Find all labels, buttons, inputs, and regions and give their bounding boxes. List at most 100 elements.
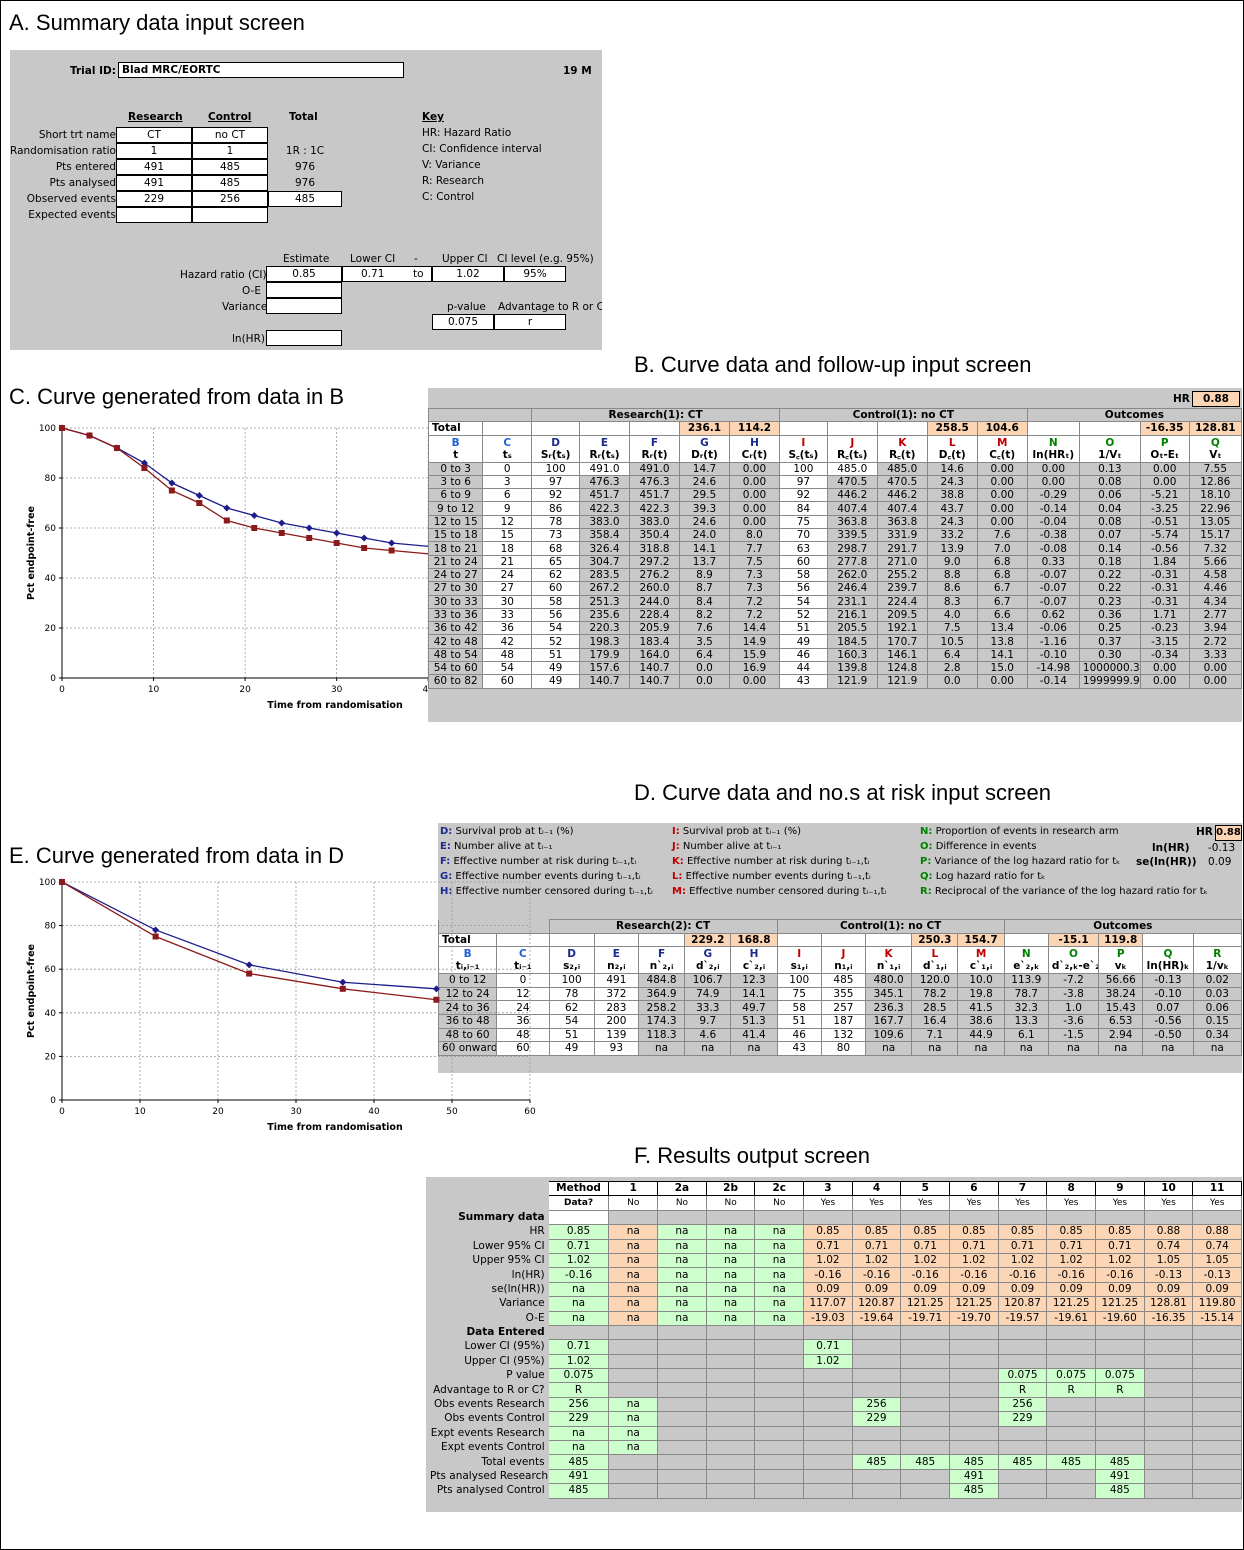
table-cell[interactable]: 283.5 <box>579 567 631 583</box>
table-cell[interactable]: 12 <box>482 514 533 530</box>
table-cell[interactable]: 157.6 <box>579 661 631 676</box>
table-cell[interactable]: 58 <box>776 1000 822 1015</box>
research-input[interactable] <box>116 207 192 223</box>
table-cell[interactable]: 355 <box>820 986 867 1002</box>
entered-input-cell[interactable]: 485 <box>547 1483 610 1499</box>
entered-input-cell[interactable]: 491 <box>547 1468 610 1485</box>
table-cell[interactable]: 43 <box>776 1041 822 1056</box>
table-cell[interactable]: 78 <box>531 514 581 530</box>
table-cell[interactable]: 54 <box>482 661 533 676</box>
table-cell[interactable]: 422.3 <box>579 501 631 516</box>
table-cell[interactable]: 485 <box>820 973 867 988</box>
table-cell[interactable]: 97 <box>531 474 581 490</box>
table-cell[interactable]: 491 <box>593 973 639 988</box>
entered-input-cell[interactable]: na <box>547 1440 610 1456</box>
control-input[interactable]: 485 <box>192 175 268 191</box>
entered-cell[interactable]: na <box>608 1396 659 1413</box>
table-cell[interactable]: 75 <box>776 986 822 1002</box>
entered-cell[interactable]: 485 <box>851 1454 902 1470</box>
table-cell[interactable]: 0 <box>482 461 533 476</box>
table-cell[interactable]: 62 <box>548 1000 595 1015</box>
table-cell[interactable]: 326.4 <box>579 541 631 556</box>
entered-input-cell[interactable]: 0.71 <box>547 1339 610 1355</box>
table-cell[interactable]: 54 <box>531 621 581 636</box>
table-cell[interactable]: 56 <box>778 581 828 596</box>
table-cell[interactable]: 33 <box>482 607 533 623</box>
table-cell[interactable]: 3 <box>482 474 533 490</box>
advantage-input[interactable]: r <box>494 314 566 330</box>
table-cell[interactable]: 6 <box>482 488 533 503</box>
table-cell[interactable]: 43 <box>778 674 828 689</box>
entered-cell[interactable]: R <box>1046 1382 1097 1398</box>
table-cell[interactable]: 30 <box>482 594 533 609</box>
table-cell[interactable]: 21 <box>482 554 533 569</box>
table-cell[interactable]: 383.0 <box>579 514 631 530</box>
entered-input-cell[interactable]: R <box>547 1382 610 1398</box>
table-cell[interactable]: 198.3 <box>579 634 631 649</box>
entered-input-cell[interactable]: 485 <box>547 1454 610 1470</box>
table-cell[interactable]: 51 <box>548 1027 595 1043</box>
table-cell[interactable]: 491.0 <box>579 461 631 476</box>
entered-cell[interactable]: na <box>608 1411 659 1427</box>
research-input[interactable]: 491 <box>116 159 192 175</box>
entered-cell[interactable]: 485 <box>1046 1454 1097 1470</box>
table-cell[interactable]: 46 <box>778 647 828 663</box>
table-cell[interactable]: 70 <box>778 528 828 543</box>
table-cell[interactable]: 60 <box>778 554 828 569</box>
hr-lower-input[interactable]: 0.71 to <box>342 266 432 282</box>
entered-cell[interactable]: 491 <box>949 1468 999 1485</box>
table-cell[interactable]: 235.6 <box>579 607 631 623</box>
table-cell[interactable]: 179.9 <box>579 647 631 663</box>
entered-cell[interactable]: 0.075 <box>997 1368 1048 1384</box>
control-input[interactable]: 1 <box>192 143 268 159</box>
control-input[interactable]: 256 <box>192 191 268 207</box>
table-cell[interactable]: 75 <box>778 514 828 530</box>
table-cell[interactable]: 372 <box>593 986 639 1002</box>
entered-cell[interactable]: 256 <box>851 1396 902 1413</box>
entered-cell[interactable]: 485 <box>949 1454 999 1470</box>
entered-cell[interactable]: 485 <box>949 1483 999 1499</box>
table-cell[interactable]: 73 <box>531 528 581 543</box>
control-input[interactable] <box>192 207 268 223</box>
entered-cell[interactable]: 0.075 <box>1046 1368 1097 1384</box>
table-cell[interactable]: 63 <box>778 541 828 556</box>
table-cell[interactable]: 51 <box>776 1013 822 1029</box>
table-cell[interactable]: 51 <box>531 647 581 663</box>
table-cell[interactable]: 476.3 <box>579 474 631 490</box>
table-cell[interactable]: 48 <box>482 647 533 663</box>
table-cell[interactable]: 97 <box>778 474 828 490</box>
table-cell[interactable]: 132 <box>820 1027 867 1043</box>
table-cell[interactable]: 100 <box>531 461 581 476</box>
research-input[interactable]: CT <box>116 127 192 143</box>
table-cell[interactable]: 200 <box>593 1013 639 1029</box>
entered-input-cell[interactable]: 229 <box>547 1411 610 1427</box>
table-cell[interactable]: 220.3 <box>579 621 631 636</box>
table-cell[interactable]: 251.3 <box>579 594 631 609</box>
table-cell[interactable]: 100 <box>776 973 822 988</box>
hr-estimate-input[interactable]: 0.85 <box>266 266 342 282</box>
entered-cell[interactable]: 485 <box>900 1454 951 1470</box>
entered-cell[interactable]: R <box>997 1382 1048 1398</box>
table-cell[interactable]: 257 <box>820 1000 867 1015</box>
entered-cell[interactable]: na <box>608 1425 659 1442</box>
table-cell[interactable]: 44 <box>778 661 828 676</box>
table-cell[interactable]: 304.7 <box>579 554 631 569</box>
variance-input[interactable] <box>266 298 342 314</box>
table-cell[interactable]: 60 <box>496 1041 550 1056</box>
table-cell[interactable]: 100 <box>548 973 595 988</box>
table-cell[interactable]: 54 <box>778 594 828 609</box>
entered-cell[interactable]: 256 <box>997 1396 1048 1413</box>
entered-cell[interactable]: 229 <box>997 1411 1048 1427</box>
table-cell[interactable]: 24 <box>482 567 533 583</box>
ci-level-input[interactable]: 95% <box>504 266 566 282</box>
table-cell[interactable]: 18 <box>482 541 533 556</box>
table-cell[interactable]: 46 <box>776 1027 822 1043</box>
table-cell[interactable]: 80 <box>820 1041 867 1056</box>
table-cell[interactable]: 92 <box>778 488 828 503</box>
hr-upper-input[interactable]: 1.02 <box>432 266 504 282</box>
table-cell[interactable]: 100 <box>778 461 828 476</box>
table-cell[interactable]: 60 <box>482 674 533 689</box>
oe-input[interactable] <box>266 282 342 298</box>
trial-id-input[interactable]: Blad MRC/EORTC <box>118 62 404 78</box>
table-cell[interactable]: 358.4 <box>579 528 631 543</box>
